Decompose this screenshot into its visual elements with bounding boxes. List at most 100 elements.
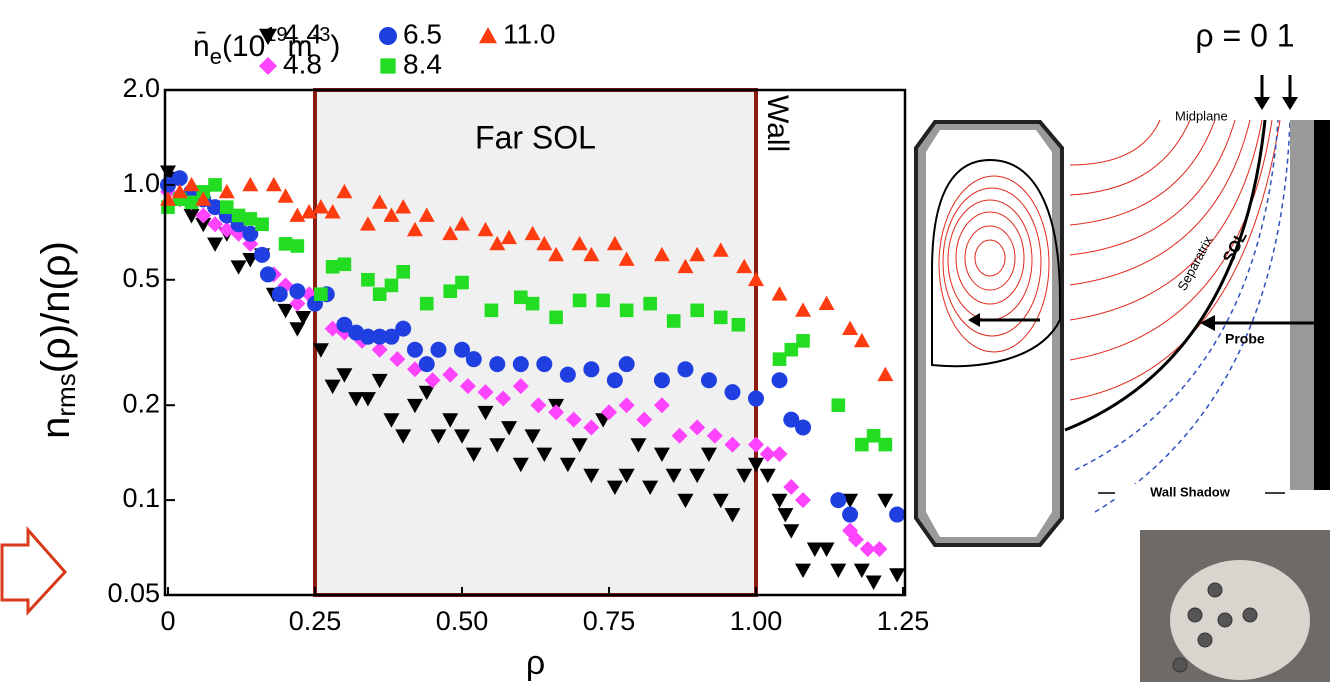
point	[290, 239, 305, 253]
point	[536, 356, 553, 373]
point	[312, 343, 329, 358]
point	[806, 542, 823, 557]
point	[312, 199, 329, 214]
point	[596, 293, 610, 308]
point	[736, 258, 753, 274]
point	[336, 183, 353, 199]
point	[777, 508, 794, 523]
y-label-part: n	[34, 417, 78, 439]
y-tick-label: 0.5	[122, 263, 160, 293]
point	[301, 204, 318, 219]
point	[571, 438, 588, 453]
point	[889, 506, 906, 523]
point	[512, 356, 529, 373]
point	[559, 457, 576, 473]
point	[653, 447, 670, 463]
point	[618, 468, 635, 484]
point	[748, 271, 764, 287]
point	[831, 398, 846, 413]
point	[690, 303, 704, 318]
point	[383, 413, 400, 428]
point	[419, 296, 434, 311]
point	[443, 284, 458, 298]
point	[748, 457, 764, 473]
point	[454, 341, 470, 358]
point	[842, 493, 859, 509]
point	[295, 310, 312, 326]
midplane-label: Midplane	[1175, 108, 1228, 123]
arrowhead	[1254, 97, 1270, 110]
point	[842, 320, 859, 336]
point	[277, 188, 294, 203]
sol-contours	[1069, 119, 1281, 401]
point	[724, 384, 741, 401]
point	[783, 524, 800, 539]
point	[689, 468, 706, 484]
sol-label: SOL	[1220, 229, 1251, 266]
arrowhead	[1282, 97, 1298, 110]
point	[759, 446, 776, 463]
point	[371, 328, 388, 345]
point	[495, 390, 512, 407]
point	[736, 468, 753, 484]
point	[484, 303, 499, 318]
point	[442, 413, 459, 428]
point	[618, 251, 635, 266]
point	[242, 176, 259, 192]
point	[795, 302, 812, 317]
point	[783, 479, 800, 496]
point	[530, 397, 547, 414]
point	[277, 303, 294, 319]
point	[877, 493, 894, 509]
separatrix-line	[1064, 119, 1267, 432]
probe-label: Probe	[1225, 331, 1265, 347]
legend-title: n̄e(1019m-3)	[193, 24, 340, 69]
point	[784, 342, 799, 357]
point	[748, 436, 764, 453]
point	[514, 290, 528, 305]
point	[171, 183, 188, 199]
point	[396, 265, 410, 279]
flux-surfaces	[938, 175, 1050, 353]
point	[583, 468, 600, 484]
separatrix-shape	[931, 158, 1061, 368]
point	[207, 216, 224, 233]
point	[866, 428, 881, 443]
point	[489, 235, 506, 251]
point	[712, 493, 729, 509]
point	[847, 531, 864, 548]
point	[748, 390, 764, 407]
point	[243, 212, 258, 226]
point	[430, 429, 447, 444]
point	[795, 492, 812, 509]
point	[418, 356, 435, 373]
point	[231, 208, 246, 223]
point	[618, 356, 635, 373]
point	[289, 322, 306, 337]
point	[337, 257, 352, 272]
point	[759, 468, 776, 484]
point	[477, 384, 494, 401]
point	[359, 328, 376, 345]
legend-label: 6.5	[403, 18, 442, 49]
point	[571, 235, 588, 251]
y-tick-label: 0.05	[107, 578, 160, 608]
point	[677, 258, 694, 274]
point	[653, 397, 670, 414]
point	[712, 242, 729, 257]
point	[772, 352, 787, 366]
point	[818, 542, 835, 557]
x-tick-label: 0.75	[583, 606, 636, 636]
point	[406, 221, 423, 237]
point	[548, 246, 565, 262]
point	[184, 195, 199, 210]
probe-pins	[1172, 582, 1258, 673]
point	[465, 351, 482, 368]
wall	[1290, 120, 1314, 490]
arrow-icon	[0, 526, 68, 616]
point	[418, 385, 435, 401]
point	[724, 436, 741, 453]
x-tick-label: 1.00	[730, 606, 783, 636]
point	[220, 200, 234, 214]
plot: Far SOL Wall 2.0 1.0 0.5 0.2 0.1 0.050 0.25 0.50 0…	[34, 18, 930, 682]
